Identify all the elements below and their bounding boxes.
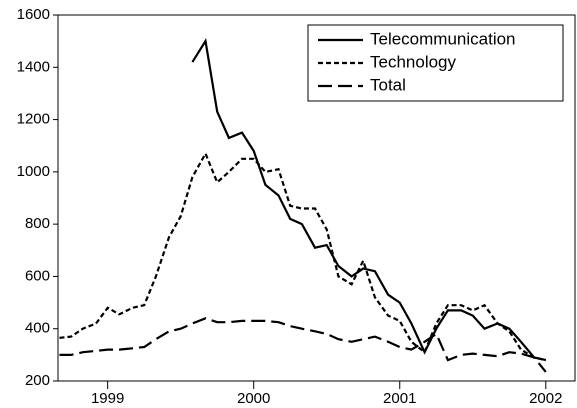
legend-label: Total: [370, 75, 406, 94]
x-tick-label: 2002: [529, 390, 562, 407]
y-tick-label: 1600: [17, 6, 50, 23]
legend-label: Telecommunication: [370, 29, 516, 48]
y-tick-label: 1200: [17, 111, 50, 128]
plot-frame: [57, 14, 576, 382]
x-tick-label: 2001: [383, 390, 416, 407]
y-tick-label: 1400: [17, 58, 50, 75]
legend-label: Technology: [370, 52, 457, 71]
y-tick-label: 400: [25, 320, 50, 337]
y-tick-label: 600: [25, 267, 50, 284]
y-tick-label: 200: [25, 372, 50, 389]
y-tick-label: 1000: [17, 163, 50, 180]
series-line: [191, 38, 547, 362]
x-tick-label: 1999: [91, 390, 124, 407]
x-tick-label: 2000: [237, 390, 270, 407]
series-line: [59, 317, 547, 373]
y-tick-label: 800: [25, 215, 50, 232]
